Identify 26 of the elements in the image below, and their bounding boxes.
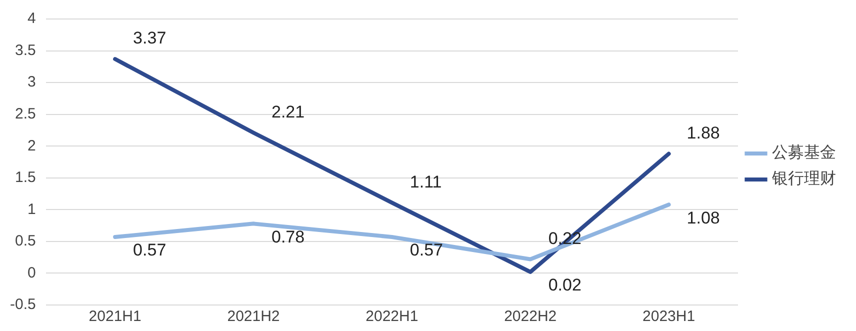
data-label: 0.57 bbox=[133, 240, 166, 260]
x-tick-label: 2023H1 bbox=[642, 308, 696, 326]
legend-label: 银行理财 bbox=[771, 168, 836, 188]
y-tick-label: 2 bbox=[28, 137, 36, 154]
y-tick-label: -0.5 bbox=[10, 296, 36, 314]
data-label: 0.57 bbox=[410, 240, 444, 260]
data-label: 0.78 bbox=[271, 227, 305, 246]
data-label: 3.37 bbox=[133, 28, 166, 48]
y-tick-label: 2.5 bbox=[14, 105, 36, 122]
x-tick-label: 2021H2 bbox=[227, 308, 280, 326]
y-tick-label: 4 bbox=[28, 10, 36, 28]
data-label: 1.11 bbox=[410, 172, 442, 192]
data-label: 0.02 bbox=[548, 276, 582, 295]
y-tick-label: 1 bbox=[28, 200, 36, 218]
y-tick-label: 0.5 bbox=[14, 232, 36, 250]
x-tick-label: 2022H2 bbox=[504, 308, 557, 326]
data-label: 1.88 bbox=[686, 123, 720, 142]
data-label: 2.21 bbox=[271, 102, 305, 122]
y-tick-label: 3 bbox=[28, 74, 36, 91]
y-tick-label: 1.5 bbox=[14, 169, 36, 186]
legend-label: 公募基金 bbox=[772, 142, 836, 162]
x-tick-label: 2021H1 bbox=[88, 308, 142, 326]
data-label: 1.08 bbox=[686, 208, 720, 228]
y-tick-label: 0 bbox=[28, 264, 36, 282]
y-tick-label: 3.5 bbox=[14, 42, 36, 59]
x-tick-label: 2022H1 bbox=[366, 308, 418, 326]
